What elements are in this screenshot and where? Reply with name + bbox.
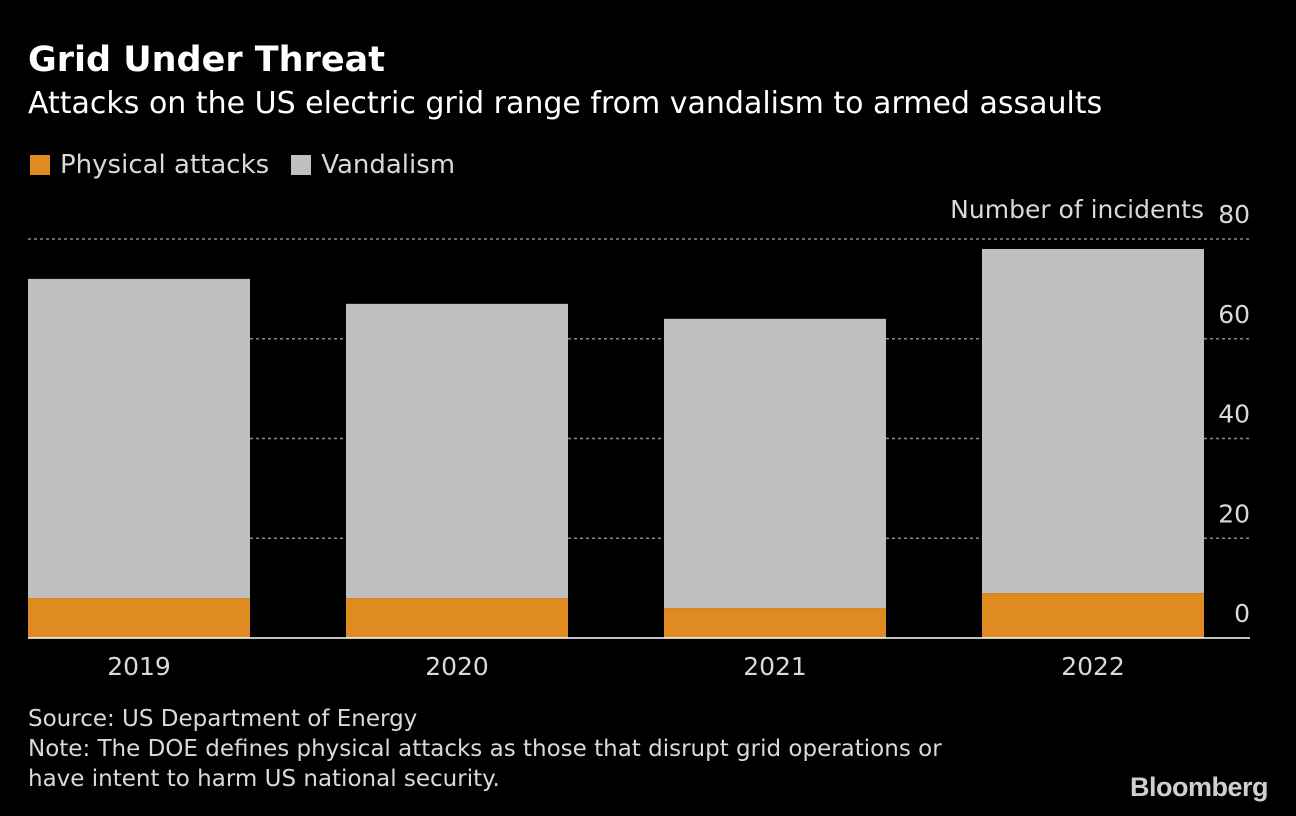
bar-vandalism: [28, 278, 250, 599]
legend-item-vandalism: Vandalism: [291, 150, 455, 180]
y-axis-label: Number of incidents: [950, 195, 1204, 224]
x-tick-label: 2022: [1061, 652, 1125, 681]
axes: 0 20 40 60 80 2019 2020 2021 2022: [28, 200, 1250, 681]
legend: Physical attacks Vandalism: [30, 150, 477, 180]
y-tick-label: 60: [1218, 300, 1250, 329]
legend-label-physical-attacks: Physical attacks: [60, 150, 270, 180]
x-tick-label: 2020: [425, 652, 489, 681]
bar-chart: 0 20 40 60 80 2019 2020 2021 2022 Number of inci…: [28, 195, 1250, 681]
bloomberg-logo: Bloomberg: [1129, 772, 1269, 802]
bar-vandalism: [982, 248, 1204, 594]
note-text-line1: Note: The DOE defines physical attacks a…: [28, 736, 942, 762]
footer: Source: US Department of Energy Note: Th…: [28, 704, 942, 794]
y-tick-label: 40: [1218, 400, 1250, 429]
x-tick-label: 2021: [743, 652, 807, 681]
bar-vandalism: [664, 318, 886, 609]
x-tick-label: 2019: [107, 652, 171, 681]
bar-physical-attacks: [664, 608, 886, 638]
legend-swatch-physical-attacks: [30, 155, 50, 175]
bar-physical-attacks: [346, 598, 568, 638]
legend-label-vandalism: Vandalism: [321, 150, 456, 180]
chart-title: Grid Under Threat: [28, 40, 385, 80]
bar-vandalism: [346, 303, 568, 599]
legend-item-physical-attacks: Physical attacks: [30, 150, 269, 180]
y-tick-label: 0: [1234, 599, 1250, 628]
y-tick-label: 80: [1218, 200, 1250, 229]
bar-physical-attacks: [982, 593, 1204, 638]
bars: [28, 248, 1204, 638]
legend-swatch-vandalism: [291, 155, 312, 175]
chart-subtitle: Attacks on the US electric grid range fr…: [28, 86, 1103, 121]
y-tick-label: 20: [1218, 499, 1250, 528]
bar-physical-attacks: [28, 598, 250, 638]
note-text-line2: have intent to harm US national security…: [28, 766, 500, 792]
source-text: Source: US Department of Energy: [28, 706, 418, 732]
